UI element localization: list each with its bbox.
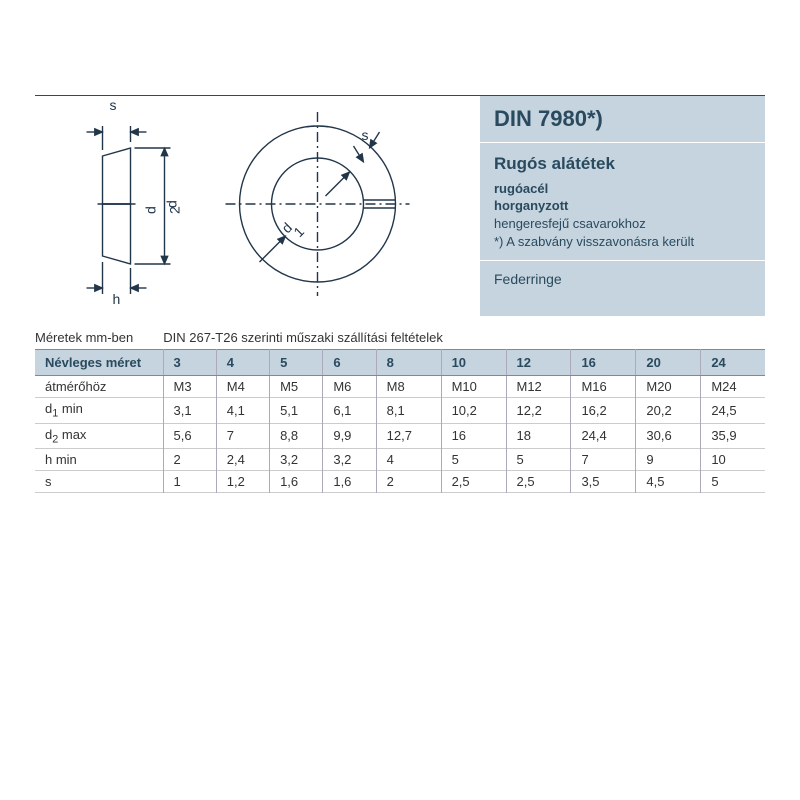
- technical-diagram: s h d d 2 d 1 s: [35, 96, 480, 316]
- material-2: horganyzott: [494, 197, 751, 215]
- table-cell: 1,6: [323, 471, 376, 493]
- table-cell: 24,5: [701, 398, 765, 424]
- table-cell: 1,2: [216, 471, 269, 493]
- table-cell: M5: [270, 376, 323, 398]
- row-label: d1 min: [35, 398, 163, 424]
- dimensions-table: Névleges méret 345681012162024 átmérőhöz…: [35, 349, 765, 493]
- label-s-ring: s: [362, 127, 369, 143]
- table-cell: M16: [571, 376, 636, 398]
- table-row: d2 max5,678,89,912,7161824,430,635,9: [35, 423, 765, 449]
- standard-code: DIN 7980*): [494, 106, 751, 132]
- table-row: h min22,43,23,24557910: [35, 449, 765, 471]
- table-cell: M24: [701, 376, 765, 398]
- table-cell: 35,9: [701, 423, 765, 449]
- header-col: 5: [270, 350, 323, 376]
- label-d2: d: [143, 206, 159, 214]
- material-1: rugóacél: [494, 180, 751, 198]
- table-cell: 10: [701, 449, 765, 471]
- alt-name: Federringe: [494, 271, 751, 287]
- table-cell: 8,1: [376, 398, 441, 424]
- header-col: 24: [701, 350, 765, 376]
- diagram-svg-wrap: s h d d 2 d 1 s: [35, 96, 480, 316]
- table-cell: 6,1: [323, 398, 376, 424]
- table-cell: 7: [216, 423, 269, 449]
- table-row: d1 min3,14,15,16,18,110,212,216,220,224,…: [35, 398, 765, 424]
- row-label: s: [35, 471, 163, 493]
- table-cell: M6: [323, 376, 376, 398]
- table-header-row: Névleges méret 345681012162024: [35, 350, 765, 376]
- table-cell: 2,5: [441, 471, 506, 493]
- table-cell: 9,9: [323, 423, 376, 449]
- meta-row: Méretek mm-ben DIN 267-T26 szerinti műsz…: [35, 330, 765, 345]
- row-label: d2 max: [35, 423, 163, 449]
- table-cell: M8: [376, 376, 441, 398]
- table-cell: 2: [376, 471, 441, 493]
- note-2: *) A szabvány visszavonásra került: [494, 233, 751, 251]
- header-col: 4: [216, 350, 269, 376]
- label-s: s: [110, 97, 117, 113]
- row-label: átmérőhöz: [35, 376, 163, 398]
- units-note: Méretek mm-ben: [35, 330, 133, 345]
- table-cell: 1,6: [270, 471, 323, 493]
- product-name: Rugós alátétek: [494, 153, 751, 176]
- table-cell: 5,6: [163, 423, 216, 449]
- header-col: 20: [636, 350, 701, 376]
- spec-ref: DIN 267-T26 szerinti műszaki szállítási …: [163, 330, 443, 345]
- table-cell: 2,4: [216, 449, 269, 471]
- info-panel: DIN 7980*) Rugós alátétek rugóacél horga…: [480, 96, 765, 316]
- header-col: 8: [376, 350, 441, 376]
- datasheet-page: s h d d 2 d 1 s DI: [35, 95, 765, 493]
- table-cell: 10,2: [441, 398, 506, 424]
- table-cell: 3,5: [571, 471, 636, 493]
- table-row: átmérőhözM3M4M5M6M8M10M12M16M20M24: [35, 376, 765, 398]
- table-cell: 1: [163, 471, 216, 493]
- table-cell: 5,1: [270, 398, 323, 424]
- table-cell: 3,1: [163, 398, 216, 424]
- table-body: átmérőhözM3M4M5M6M8M10M12M16M20M24d1 min…: [35, 376, 765, 493]
- label-h: h: [113, 291, 121, 307]
- table-cell: M10: [441, 376, 506, 398]
- table-cell: 9: [636, 449, 701, 471]
- header-col: 6: [323, 350, 376, 376]
- table-cell: 7: [571, 449, 636, 471]
- info-desc-section: Rugós alátétek rugóacél horganyzott heng…: [480, 143, 765, 261]
- table-cell: M20: [636, 376, 701, 398]
- table-cell: 3,2: [323, 449, 376, 471]
- header-label: Névleges méret: [35, 350, 163, 376]
- table-cell: 4: [376, 449, 441, 471]
- table-cell: 3,2: [270, 449, 323, 471]
- table-cell: 30,6: [636, 423, 701, 449]
- table-cell: M12: [506, 376, 571, 398]
- table-cell: 4,1: [216, 398, 269, 424]
- table-cell: 4,5: [636, 471, 701, 493]
- table-cell: 5: [506, 449, 571, 471]
- table-cell: 2,5: [506, 471, 571, 493]
- row-label: h min: [35, 449, 163, 471]
- washer-diagram-svg: s h d d 2 d 1 s: [35, 96, 480, 316]
- label-d2-sub: 2: [167, 206, 183, 214]
- table-cell: 12,7: [376, 423, 441, 449]
- header-col: 12: [506, 350, 571, 376]
- table-cell: 5: [701, 471, 765, 493]
- table-cell: 24,4: [571, 423, 636, 449]
- table-cell: M3: [163, 376, 216, 398]
- table-row: s11,21,61,622,52,53,54,55: [35, 471, 765, 493]
- table-cell: 5: [441, 449, 506, 471]
- header-col: 3: [163, 350, 216, 376]
- table-cell: 20,2: [636, 398, 701, 424]
- table-cell: 16,2: [571, 398, 636, 424]
- header-col: 10: [441, 350, 506, 376]
- table-cell: 12,2: [506, 398, 571, 424]
- note-1: hengeresfejű csavarokhoz: [494, 215, 751, 233]
- header-col: 16: [571, 350, 636, 376]
- info-altname-section: Federringe: [480, 261, 765, 297]
- table-cell: 8,8: [270, 423, 323, 449]
- info-title-section: DIN 7980*): [480, 96, 765, 143]
- table-cell: M4: [216, 376, 269, 398]
- table-cell: 2: [163, 449, 216, 471]
- top-section: s h d d 2 d 1 s DI: [35, 95, 765, 316]
- table-cell: 16: [441, 423, 506, 449]
- table-cell: 18: [506, 423, 571, 449]
- label-d1-sub: 1: [290, 223, 307, 240]
